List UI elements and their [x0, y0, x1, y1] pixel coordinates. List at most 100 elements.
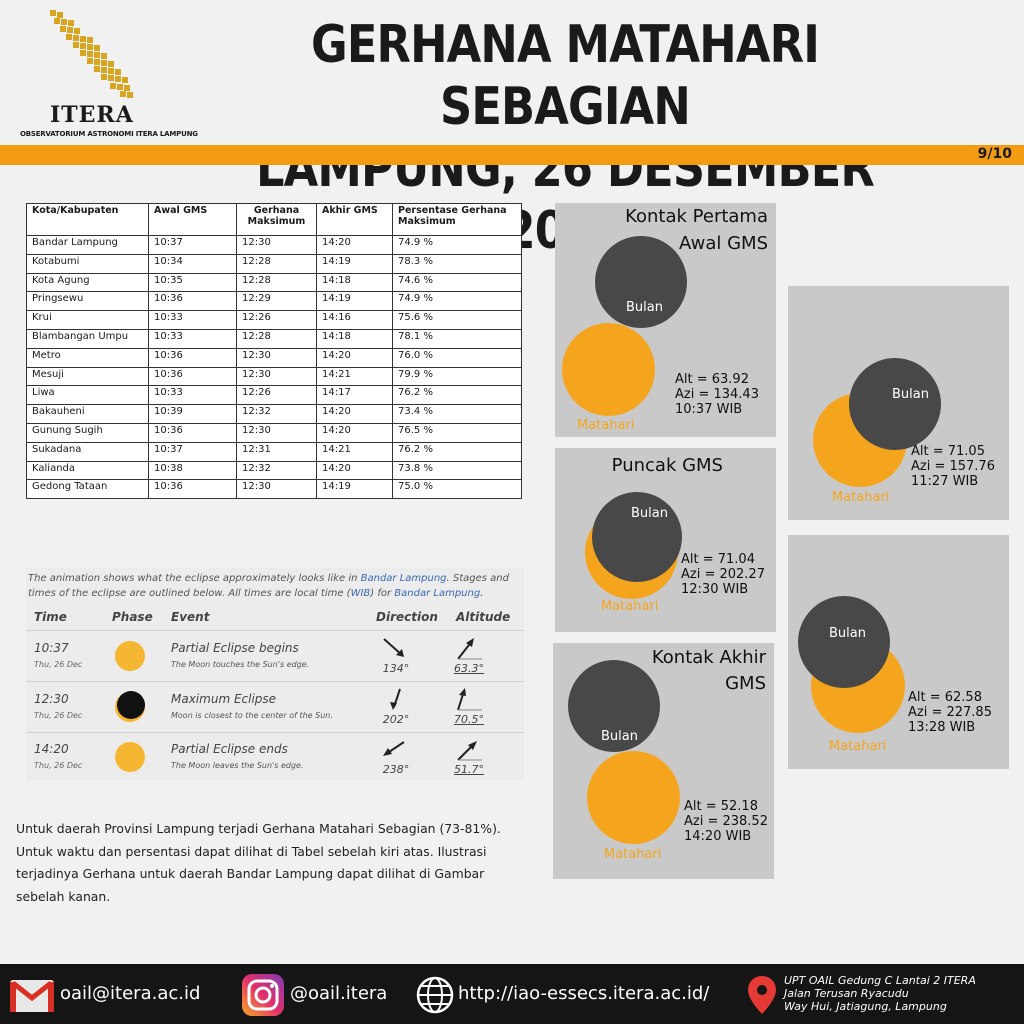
- wib-link[interactable]: WIB: [350, 588, 371, 599]
- partial-eclipse-end-icon: [115, 742, 145, 772]
- table-cell: 14:19: [316, 291, 393, 312]
- table-cell: 10:36: [148, 366, 237, 387]
- location-pin-icon: [748, 976, 776, 1014]
- moon-label: Bulan: [631, 506, 668, 521]
- website-link[interactable]: http://iao-essecs.itera.ac.id/: [458, 983, 710, 1004]
- altitude-value: 70.5°: [454, 713, 484, 726]
- intro-text: The animation shows what the eclipse app…: [28, 573, 361, 584]
- panel-title: Puncak GMS: [611, 455, 723, 476]
- moon-disc: [849, 358, 941, 450]
- table-row: Gunung Sugih 10:36 12:30 14:20 76.5 %: [26, 422, 522, 443]
- table-row: Gedong Tataan 10:36 12:30 14:19 75.0 %: [26, 479, 522, 500]
- table-cell: 10:33: [148, 310, 237, 330]
- table-cell: 14:17: [316, 385, 393, 406]
- instagram-link[interactable]: @oail.itera: [290, 983, 388, 1004]
- altitude-text: Alt = 71.04: [681, 552, 755, 567]
- table-row: Blambangan Umpu 10:33 12:28 14:18 78.1 %: [26, 328, 522, 349]
- altitude-text: Alt = 52.18: [684, 799, 758, 814]
- table-cell: 76.2 %: [392, 385, 522, 406]
- table-row: Kota Agung 10:35 12:28 14:18 74.6 %: [26, 272, 522, 293]
- table-row: Bakauheni 10:39 12:32 14:20 73.4 %: [26, 404, 522, 424]
- panel-peak: Puncak GMS Bulan Matahari Alt = 71.04 Az…: [555, 448, 776, 632]
- bandar-lampung-link[interactable]: Bandar Lampung: [360, 573, 447, 584]
- table-cell: 12:31: [236, 441, 317, 462]
- direction-value: 134°: [382, 662, 410, 675]
- table-cell: 10:33: [148, 328, 237, 349]
- time-text: 12:30 WIB: [681, 582, 749, 597]
- col-altitude: Altitude: [456, 610, 511, 624]
- table-cell: 76.5 %: [392, 422, 522, 443]
- table-cell: 76.2 %: [392, 441, 522, 462]
- sun-disc: [562, 323, 655, 416]
- table-cell: 10:36: [148, 479, 237, 500]
- table-cell: 75.6 %: [392, 310, 522, 330]
- azimuth-text: Azi = 157.76: [911, 459, 995, 474]
- maximum-eclipse-icon: [115, 691, 145, 722]
- table-row: Pringsewu 10:36 12:29 14:19 74.9 %: [26, 291, 522, 312]
- table-cell: 78.1 %: [392, 328, 522, 349]
- table-cell: Metro: [26, 347, 149, 368]
- table-cell: 14:21: [316, 441, 393, 462]
- panel-title: Kontak Akhir: [651, 647, 766, 668]
- altitude-text: Alt = 71.05: [911, 444, 985, 459]
- azimuth-text: Azi = 227.85: [908, 705, 992, 720]
- table-cell: 12:26: [236, 385, 317, 406]
- sun-label: Matahari: [577, 418, 635, 433]
- intro-text: .: [480, 588, 484, 599]
- table-row: Krui 10:33 12:26 14:16 75.6 %: [26, 310, 522, 330]
- address: UPT OAIL Gedung C Lantai 2 ITERA Jalan T…: [784, 974, 976, 1013]
- table-cell: 75.0 %: [392, 479, 522, 500]
- event-name: Maximum Eclipse: [171, 692, 277, 706]
- event-date: Thu, 26 Dec: [34, 711, 83, 720]
- panel-phase-4: Bulan Matahari Alt = 62.58 Azi = 227.85 …: [788, 535, 1009, 769]
- table-cell: 12:29: [236, 291, 317, 312]
- email-link[interactable]: oail@itera.ac.id: [60, 983, 201, 1004]
- bandar-lampung-link[interactable]: Bandar Lampung: [394, 588, 481, 599]
- table-cell: 14:20: [316, 460, 393, 481]
- direction-value: 238°: [382, 763, 410, 776]
- divider: [26, 681, 524, 682]
- table-cell: Kalianda: [26, 460, 149, 481]
- table-cell: 10:36: [148, 422, 237, 443]
- table-cell: 10:35: [148, 272, 237, 293]
- table-cell: 14:20: [316, 235, 393, 255]
- divider: [26, 732, 524, 733]
- table-cell: 12:30: [236, 347, 317, 368]
- table-cell: Gedong Tataan: [26, 479, 149, 500]
- table-row: Mesuji 10:36 12:30 14:21 79.9 %: [26, 366, 522, 387]
- moon-disc: [798, 596, 890, 688]
- event-time: 12:30: [34, 692, 69, 706]
- address-line: Jalan Terusan Ryacudu: [784, 987, 909, 1000]
- table-cell: Pringsewu: [26, 291, 149, 312]
- event-name: Partial Eclipse ends: [171, 742, 288, 756]
- table-header: Awal GMS: [148, 203, 237, 236]
- table-header: Gerhana Maksimum: [236, 203, 317, 236]
- timeline-row: 14:20 Thu, 26 Dec Partial Eclipse ends T…: [26, 732, 524, 782]
- table-row: Bandar Lampung 10:37 12:30 14:20 74.9 %: [26, 235, 522, 255]
- table-cell: Kotabumi: [26, 253, 149, 274]
- moon-label: Bulan: [601, 729, 638, 744]
- altitude-value: 63.3°: [454, 662, 484, 675]
- sun-disc: [587, 751, 680, 844]
- event-name: Partial Eclipse begins: [171, 641, 299, 655]
- direction-value: 202°: [382, 713, 410, 726]
- time-text: 13:28 WIB: [908, 720, 976, 735]
- table-cell: Liwa: [26, 385, 149, 406]
- col-direction: Direction: [376, 610, 438, 624]
- instagram-icon: [242, 974, 284, 1016]
- event-date: Thu, 26 Dec: [34, 761, 83, 770]
- table-cell: 10:37: [148, 235, 237, 255]
- panel-title: Awal GMS: [679, 233, 768, 254]
- address-line: UPT OAIL Gedung C Lantai 2 ITERA: [784, 974, 976, 987]
- panel-phase-2: Bulan Matahari Alt = 71.05 Azi = 157.76 …: [788, 286, 1009, 520]
- itera-logo: ITERA OBSERVATORIUM ASTRONOMI ITERA LAMP…: [18, 8, 198, 140]
- table-cell: 12:30: [236, 479, 317, 500]
- globe-icon: [416, 976, 454, 1014]
- sun-label: Matahari: [832, 490, 890, 505]
- table-cell: Bandar Lampung: [26, 235, 149, 255]
- intro-text: . Stages and times of the eclipse are ou…: [28, 573, 509, 599]
- altitude-text: Alt = 62.58: [908, 690, 982, 705]
- altitude-arrow-icon: [457, 688, 482, 711]
- sun-label: Matahari: [604, 847, 662, 862]
- table-cell: 14:21: [316, 366, 393, 387]
